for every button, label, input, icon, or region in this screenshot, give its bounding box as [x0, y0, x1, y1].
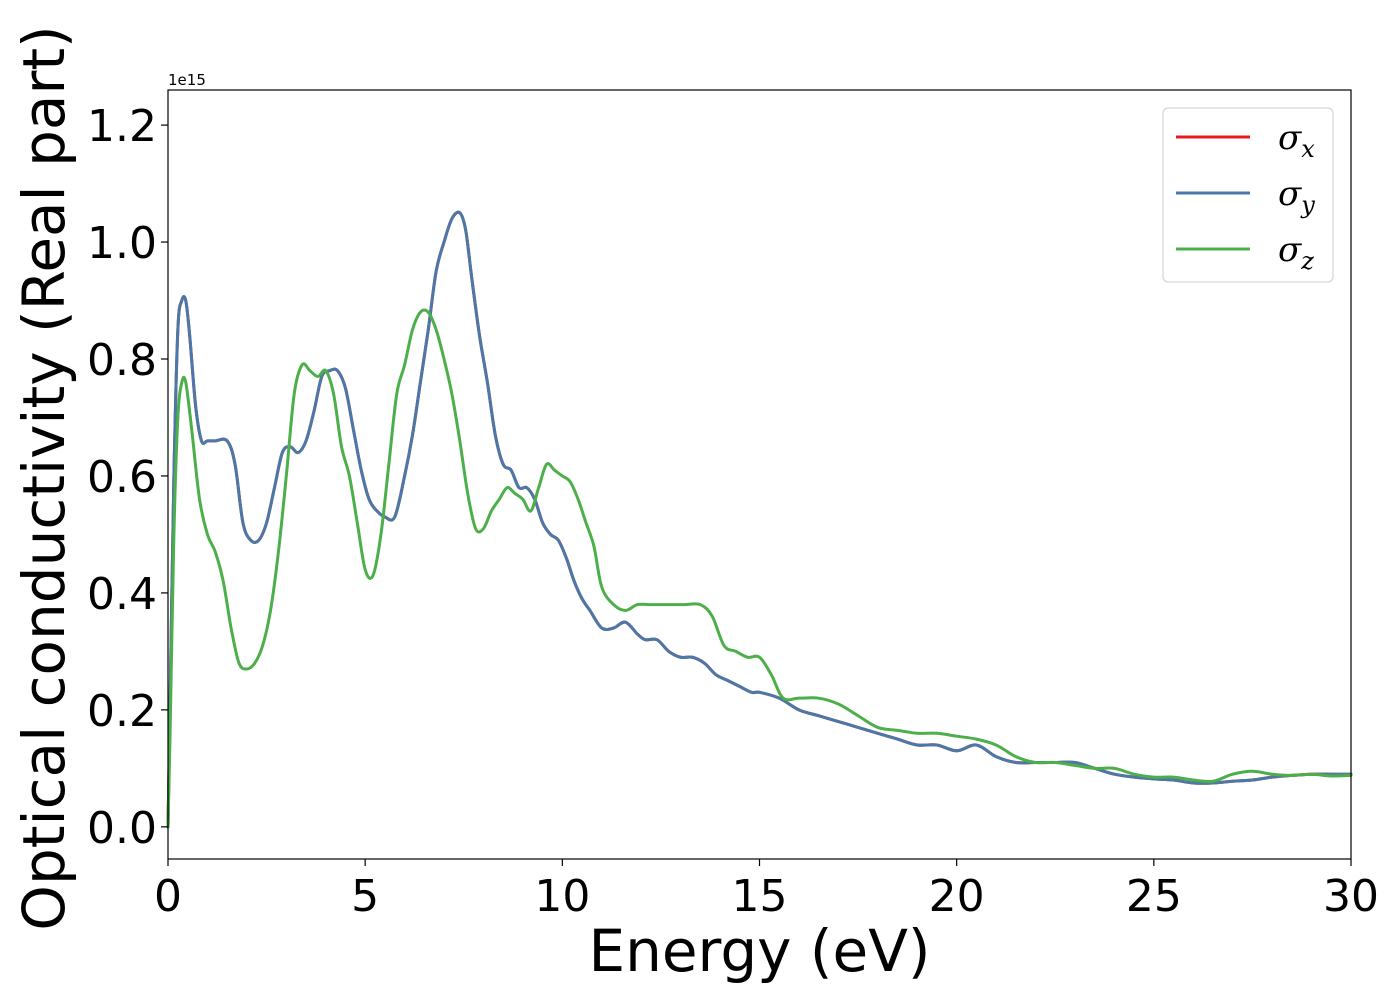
x-tick-label: 0: [154, 871, 182, 922]
y-tick-label: 0.0: [87, 803, 157, 854]
x-tick-label: 5: [351, 871, 379, 922]
series-line-y: [166, 210, 1353, 829]
x-axis-label: Energy (eV): [588, 917, 930, 985]
legend-box: [1162, 107, 1334, 283]
legend-label-y: σy: [1278, 174, 1315, 219]
x-axis: 0 5 10 15 20 25 30: [154, 859, 1379, 922]
y-offset-text: 1e15: [168, 71, 206, 89]
y-tick-label: 0.4: [87, 569, 157, 620]
series-line-z: [166, 308, 1353, 829]
legend-label-x: σx: [1278, 118, 1315, 163]
x-tick-label: 15: [732, 871, 788, 922]
x-tick-label: 25: [1126, 871, 1182, 922]
y-axis-label: Optical conductivity (Real part): [10, 25, 78, 930]
x-tick-label: 20: [929, 871, 985, 922]
y-tick-label: 0.8: [87, 335, 157, 386]
series-layer: [166, 210, 1353, 829]
y-axis: 0.0 0.2 0.4 0.6 0.8 1.0 1.2: [87, 101, 168, 854]
legend: σx σy σz: [1162, 107, 1334, 283]
y-tick-label: 0.6: [87, 452, 157, 503]
x-tick-label: 30: [1323, 871, 1379, 922]
y-tick-label: 1.0: [87, 218, 157, 269]
y-tick-label: 1.2: [87, 101, 157, 152]
series-line-x: [166, 210, 1353, 829]
x-tick-label: 10: [534, 871, 590, 922]
legend-label-z: σz: [1278, 230, 1314, 275]
y-tick-label: 0.2: [87, 686, 157, 737]
